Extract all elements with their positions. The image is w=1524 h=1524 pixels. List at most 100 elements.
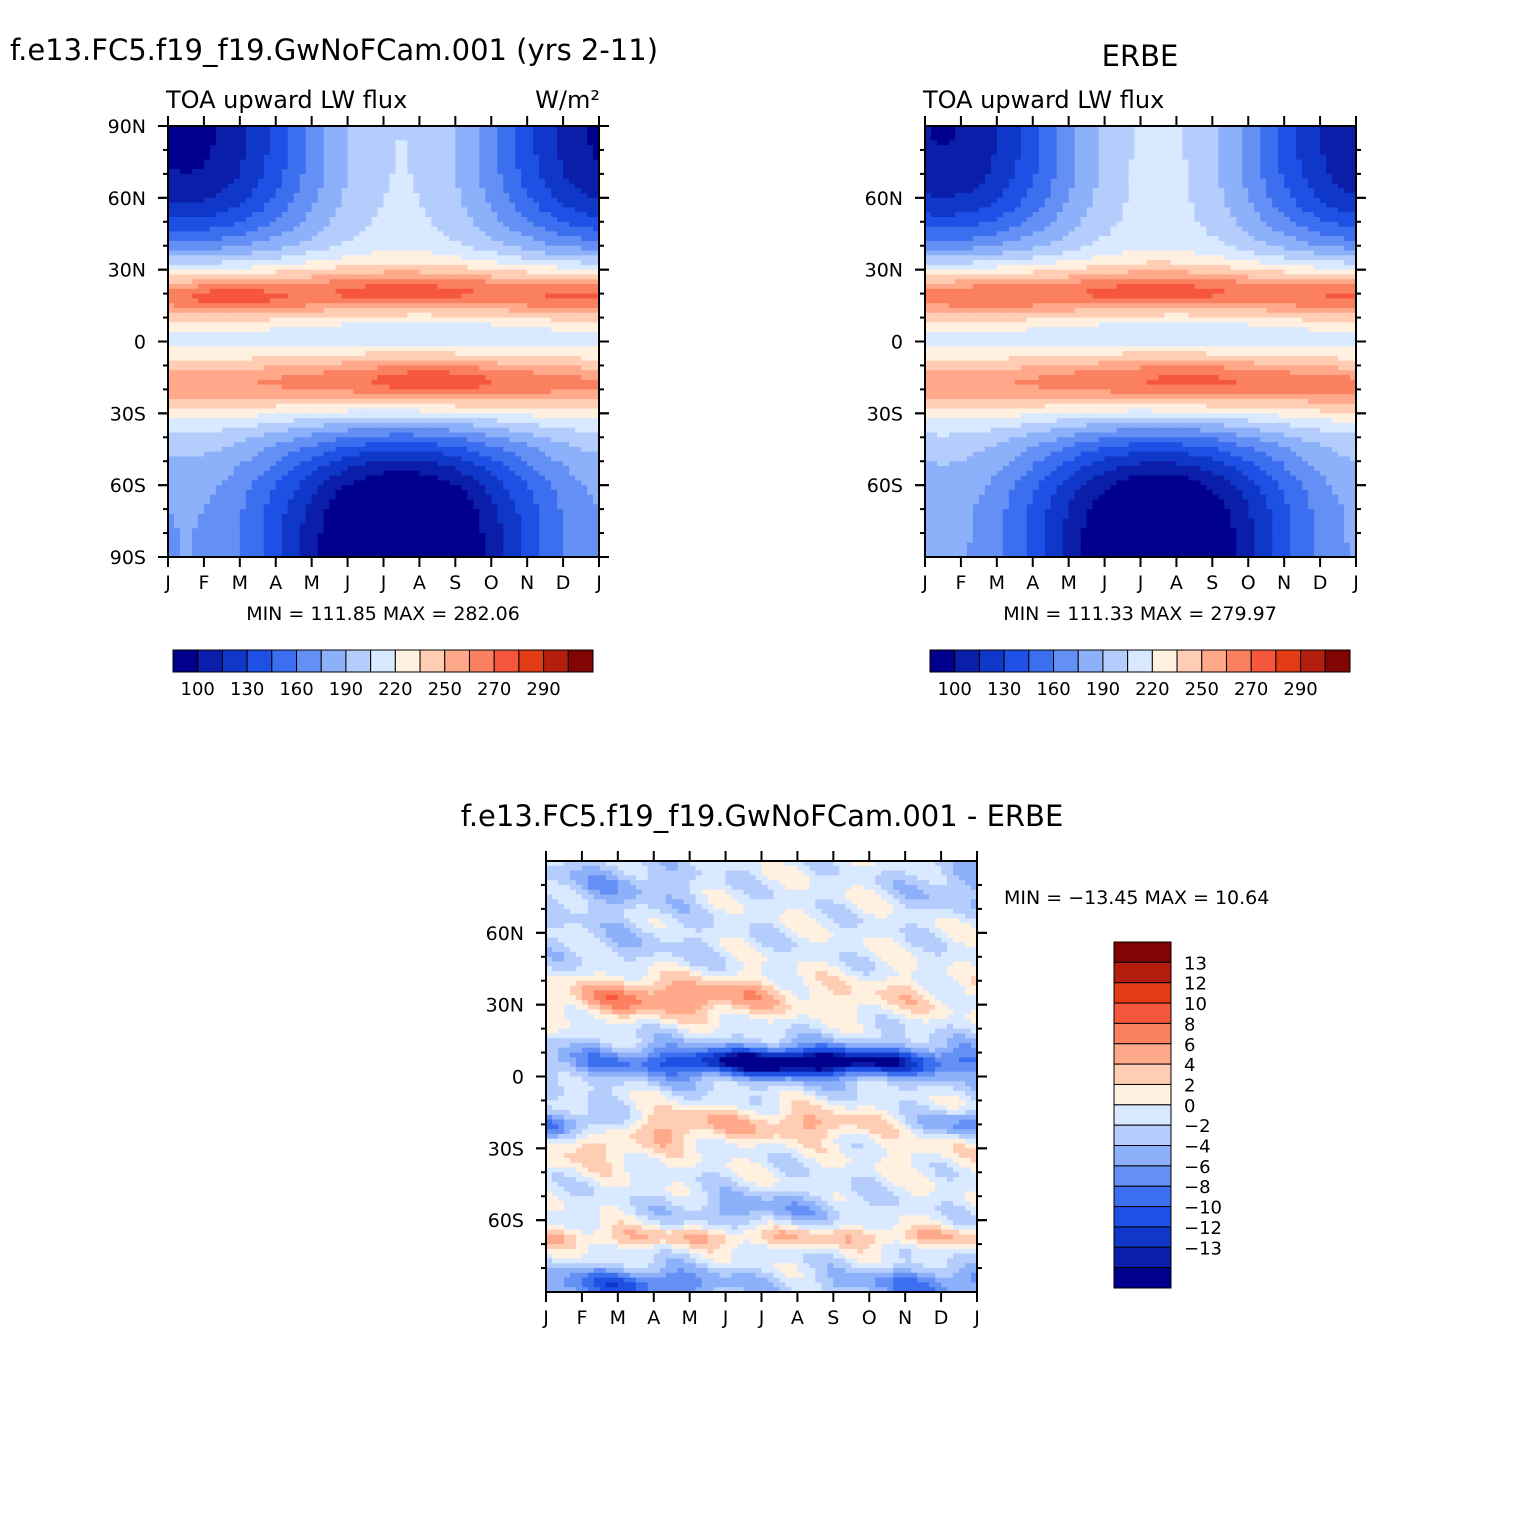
map1-cell-891 [329, 183, 337, 189]
map1-cell-3921 [365, 384, 373, 390]
map1-cell-708 [527, 169, 534, 175]
map1-cell-1325 [341, 212, 349, 218]
map1-cell-4270 [299, 408, 307, 414]
map1-cell-1966 [299, 255, 307, 261]
map1-cell-106 [371, 130, 379, 137]
map1-cell-4443 [473, 418, 480, 424]
map1-cell-2750 [251, 307, 259, 314]
map1-cell-2725 [533, 303, 540, 309]
map1-cell-3136 [407, 331, 415, 338]
map1-cell-4649 [413, 432, 421, 438]
map1-cell-261 [437, 140, 444, 146]
map1-cell-2201 [413, 269, 421, 276]
map1-cell-1227 [185, 207, 193, 213]
map1-cell-3545 [269, 360, 277, 367]
map1-cell-2965 [245, 322, 253, 328]
map1-cell-3557 [341, 360, 349, 367]
map1-cell-3928 [407, 384, 415, 390]
map1-cell-830 [395, 178, 403, 185]
map1-cell-1145 [557, 197, 564, 204]
map1-cell-205 [533, 135, 540, 141]
map1-cell-1350 [491, 212, 498, 218]
map1-cell-1873 [173, 250, 181, 256]
map1-cell-2398 [299, 284, 307, 290]
map1-cell-3646 [443, 365, 450, 371]
map1-cell-3960 [168, 389, 175, 395]
map1-cell-3319 [209, 346, 217, 352]
map1-cell-3703 [353, 370, 361, 376]
map1-cell-2764 [335, 307, 343, 314]
map1-cell-3684 [239, 370, 247, 376]
map1-cell-2921 [413, 317, 421, 323]
map1-cell-3692 [287, 370, 295, 376]
map1-cell-3037 [245, 327, 253, 333]
map1-cell-3415 [353, 351, 361, 357]
map1-cell-1744 [263, 240, 271, 247]
map1-cell-593 [269, 164, 277, 170]
map1-cell-14 [251, 126, 259, 132]
map1-cell-3651 [473, 365, 480, 371]
model-title: f.e13.FC5.f19_f19.GwNoFCam.001 (yrs 2-11… [10, 33, 658, 67]
map1-cell-4183 [209, 403, 217, 410]
map1-cell-1464 [311, 221, 319, 228]
map1-cell-705 [509, 169, 516, 175]
map1-cell-1965 [293, 255, 301, 261]
map1-cell-2545 [317, 293, 325, 299]
map1-cell-2514 [563, 288, 570, 295]
map1-cell-4144 [407, 398, 415, 405]
map1-cell-4186 [227, 403, 235, 410]
map1-cell-1805 [197, 245, 205, 252]
map1-cell-1202 [467, 202, 474, 209]
map1-cell-2235 [185, 274, 193, 280]
map1-cell-4248 [168, 408, 175, 414]
map1-cell-3249 [221, 341, 229, 347]
map1-cell-2055 [401, 260, 409, 266]
map1-cell-3640 [407, 365, 415, 371]
map1-cell-2452 [191, 288, 199, 295]
map1-cell-2005 [533, 255, 540, 261]
map1-cell-4983 [257, 456, 265, 462]
map1-cell-2208 [455, 269, 462, 276]
map1-cell-321 [365, 145, 373, 151]
map1-cell-922 [515, 183, 522, 189]
map1-cell-2683 [281, 303, 289, 309]
map1-cell-1391 [305, 216, 313, 223]
map1-cell-1083 [185, 197, 193, 204]
map1-cell-4011 [473, 389, 480, 395]
map1-cell-1278 [491, 207, 498, 213]
map1-cell-4435 [425, 418, 432, 424]
map1-cell-107 [377, 130, 385, 137]
map1-cell-4729 [461, 437, 468, 443]
map1-cell-2858 [467, 312, 474, 319]
map1-cell-734 [251, 173, 259, 180]
map1-cell-3804 [527, 375, 534, 381]
map1-cell-397 [389, 149, 397, 156]
map1-cell-1538 [323, 226, 331, 232]
map1-cell-4950 [491, 451, 498, 458]
map1-cell-365 [197, 149, 205, 156]
map1-cell-3712 [407, 370, 415, 376]
map1-cell-1867 [569, 245, 576, 252]
map1-cell-853 [533, 178, 540, 185]
map1-cell-3669 [581, 365, 588, 371]
map1-cell-2294 [539, 274, 546, 280]
map1-cell-3909 [293, 384, 301, 390]
map1-cell-222 [203, 140, 211, 146]
map1-cell-1497 [509, 221, 516, 228]
map1-cell-301 [245, 145, 253, 151]
map1-cell-4751 [593, 437, 599, 443]
map1-cell-4058 [323, 394, 331, 400]
map1-cell-3547 [281, 360, 289, 367]
map1-cell-2142 [491, 264, 498, 271]
map1-cell-1284 [527, 207, 534, 213]
map1-cell-2029 [245, 260, 253, 266]
map1-cell-3335 [305, 346, 313, 352]
map1-cell-2923 [425, 317, 432, 323]
map1-cell-396 [383, 149, 391, 156]
map1-cell-2783 [449, 307, 456, 314]
map1-cell-3258 [275, 341, 283, 347]
map1-cell-4050 [275, 394, 283, 400]
map1-cell-1595 [233, 231, 241, 237]
map1-cell-2905 [317, 317, 325, 323]
map1-cell-1052 [431, 193, 438, 199]
